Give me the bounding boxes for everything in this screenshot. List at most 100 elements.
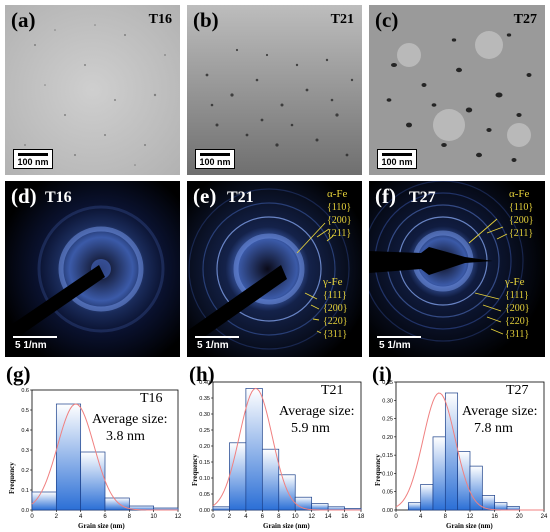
y-axis-title: Frequency (8, 462, 16, 494)
y-tick-label: 0.30 (199, 412, 210, 418)
tem-panel-c: (c) T27 100 nm (369, 5, 545, 175)
panel-label: (g) (6, 362, 31, 386)
tem-texture-b (187, 5, 362, 175)
histogram-bar (407, 502, 422, 511)
x-tick-label: 16 (491, 514, 498, 520)
hkl-label: {111} (323, 290, 347, 301)
scale-bar: 5 1/nm (191, 334, 251, 354)
panel-label: (f) (375, 184, 396, 208)
histogram-bar (506, 505, 520, 511)
x-tick-label: 0 (211, 514, 215, 520)
scale-text: 100 nm (17, 157, 49, 167)
saed-pattern-d (5, 181, 180, 357)
annotation-line1: Average size: (462, 404, 538, 419)
hkl-label: {311} (505, 329, 530, 340)
histogram-bar (55, 403, 82, 511)
tem-texture-c (369, 5, 545, 175)
y-tick-label: 0.40 (199, 380, 210, 386)
annotation-line2: 7.8 nm (474, 421, 513, 436)
histogram-bar (261, 448, 280, 511)
y-tick-label: 0.35 (199, 396, 210, 402)
scale-bar: 5 1/nm (373, 334, 433, 354)
x-tick-label: 4 (79, 514, 83, 520)
x-tick-label: 24 (541, 514, 548, 520)
hkl-label: {200} (509, 215, 534, 226)
hkl-label: {220} (505, 316, 530, 327)
gamma-fe-label: γ-Fe (505, 276, 525, 288)
x-tick-label: 14 (325, 514, 332, 520)
x-tick-label: 2 (55, 514, 59, 520)
histogram-bar (104, 497, 130, 511)
histogram-bar (278, 474, 296, 511)
x-tick-label: 0 (30, 514, 34, 520)
x-tick-label: 12 (467, 514, 474, 520)
scale-text: 100 nm (199, 157, 231, 167)
alpha-fe-label: α-Fe (327, 188, 348, 200)
x-tick-label: 8 (277, 514, 281, 520)
y-tick-label: 0.05 (382, 490, 393, 496)
y-tick-label: 0.10 (199, 476, 210, 482)
panel-label: (b) (193, 8, 219, 32)
scale-bar: 100 nm (377, 149, 417, 169)
x-tick-label: 18 (358, 514, 365, 520)
x-tick-label: 2 (228, 514, 232, 520)
histogram-bar (212, 506, 230, 511)
y-tick-label: 0.20 (382, 435, 393, 441)
x-tick-label: 16 (341, 514, 348, 520)
y-tick-label: 0.0 (21, 508, 29, 514)
gamma-fe-label: γ-Fe (323, 276, 343, 288)
hkl-label: {220} (323, 316, 348, 327)
histogram-plot-g: 0 2 4 6 8 10 12 0.0 0.1 0.2 0.3 0.4 0.5 0.6 (21, 388, 182, 520)
histogram-bar (80, 451, 106, 511)
histogram-bar (311, 503, 329, 511)
y-axis-title: Frequency (374, 454, 382, 486)
x-axis-title: Grain size (nm) (446, 522, 493, 530)
y-tick-label: 0.3 (21, 448, 29, 454)
x-tick-label: 8 (444, 514, 448, 520)
x-tick-label: 4 (244, 514, 248, 520)
hkl-label: {110} (327, 202, 352, 213)
hkl-label: {200} (327, 215, 352, 226)
y-tick-label: 0.15 (199, 460, 210, 466)
y-tick-label: 0.6 (21, 388, 29, 394)
saed-panel-f: (f) T27 α-Fe {110} {200} {211} γ-Fe {111… (369, 181, 545, 357)
hkl-label: {110} (509, 202, 534, 213)
scale-text: 5 1/nm (197, 340, 229, 351)
hkl-label: {311} (323, 329, 348, 340)
y-tick-label: 0.00 (382, 508, 393, 514)
scale-bar: 5 1/nm (9, 334, 69, 354)
scale-bar: 100 nm (13, 149, 53, 169)
scale-text: 5 1/nm (15, 340, 47, 351)
saed-panel-e: (e) T21 α-Fe {110} {200} {211} γ-Fe {111… (187, 181, 362, 357)
x-tick-label: 6 (103, 514, 107, 520)
annotation-line1: Average size: (92, 412, 168, 427)
panel-label: (d) (11, 184, 37, 208)
histogram-h: (h) 0 2 4 6 8 10 12 14 16 18 0.00 0.05 0.10 0.15 0.20 0… (183, 362, 366, 532)
y-tick-label: 0.15 (382, 453, 393, 459)
panel-label: (i) (372, 362, 392, 386)
scale-bar: 100 nm (195, 149, 235, 169)
sample-label: T16 (140, 391, 163, 406)
y-tick-label: 0.20 (199, 444, 210, 450)
sample-label: T27 (513, 12, 537, 27)
y-tick-label: 0.5 (21, 408, 29, 414)
x-axis-title: Grain size (nm) (78, 522, 125, 530)
histogram-bar (245, 388, 263, 511)
histogram-g: (g) 0 2 4 6 8 10 12 0.0 0.1 0.2 0.3 0.4 0.5 0.6 T16 A… (0, 362, 183, 532)
histogram-bar (229, 442, 247, 511)
alpha-fe-label: α-Fe (509, 188, 530, 200)
x-tick-label: 6 (261, 514, 265, 520)
scale-text: 5 1/nm (379, 340, 411, 351)
panel-label: (h) (189, 362, 215, 386)
y-tick-label: 0.1 (21, 488, 29, 494)
tem-texture-a (5, 5, 180, 175)
y-tick-label: 0.30 (382, 398, 393, 404)
saed-pattern-e (187, 181, 362, 357)
gaussian-fit-curve (212, 387, 361, 511)
annotation-line1: Average size: (279, 404, 355, 419)
y-tick-label: 0.35 (382, 380, 393, 386)
sample-label: T16 (45, 189, 72, 206)
y-tick-label: 0.05 (199, 492, 210, 498)
x-tick-label: 8 (128, 514, 132, 520)
y-tick-label: 0.2 (21, 468, 29, 474)
